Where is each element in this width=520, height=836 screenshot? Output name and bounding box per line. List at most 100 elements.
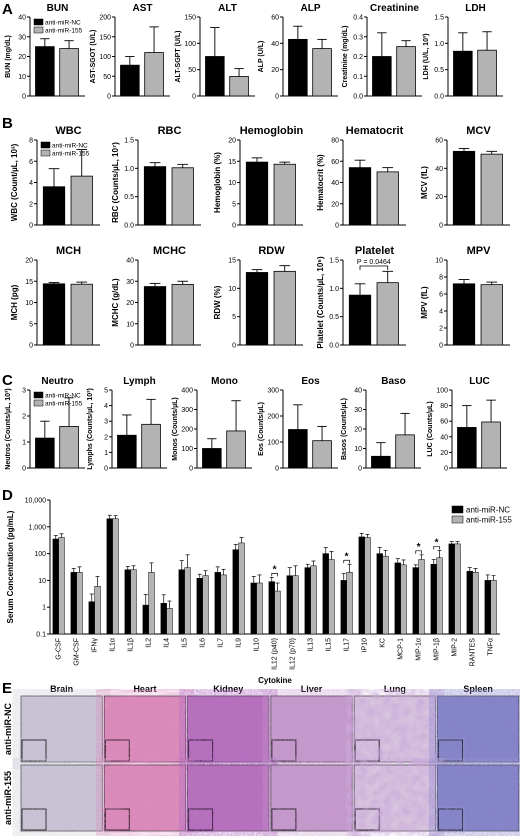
y-axis-label: Serum Concentration (pg/mL) [6, 510, 15, 623]
x-tick-label: G-CSF [55, 638, 62, 660]
y-tick-label: 150 [99, 34, 111, 41]
x-tick-label: IL4 [163, 638, 170, 648]
legend-label: anti-miR-155 [466, 516, 512, 525]
bar-nc [250, 582, 257, 635]
y-tick-label: 0 [275, 94, 279, 101]
panel-label-e: E [2, 680, 12, 697]
x-axis-label: Cytokine [258, 676, 292, 685]
histology-image-spleen [437, 764, 520, 832]
y-tick-label: 40 [440, 434, 448, 441]
y-tick-label: 1.5 [329, 258, 339, 265]
chart-hct: Hematocrit 0 20 40 60 80 Hematocrit (%) [316, 125, 406, 230]
y-tick-label: 5 [232, 201, 236, 208]
y-tick-label: 20 [228, 138, 236, 145]
y-tick-label: 1.0 [434, 41, 444, 48]
chart-title: RDW [258, 245, 285, 257]
y-tick-label: 0.4 [353, 15, 363, 22]
y-tick-label: 40 [331, 180, 339, 187]
bar-nc [268, 581, 275, 635]
bar-nc [484, 580, 491, 635]
y-axis-label: RBC (Counts/µL, 10⁷) [111, 142, 120, 223]
histology-row-label: anti-miR-NC [3, 703, 13, 755]
x-tick-label: IL12 (p40) [271, 638, 278, 670]
x-tick-label: MIP-2 [451, 638, 458, 657]
y-tick-label: 8 [29, 138, 33, 145]
x-tick-label: KC [379, 638, 386, 648]
legend-swatch [40, 141, 51, 149]
bar-m155 [436, 557, 443, 635]
significance-mark: * [417, 542, 421, 553]
bar-nc [232, 549, 239, 635]
bar-m155 [144, 52, 164, 97]
bar-m155 [454, 543, 461, 635]
bar-m155 [274, 590, 281, 635]
x-tick-label: IL7 [217, 638, 224, 648]
chart-neutro: Neutro 0 1 2 3 Neutros (Counts/µL, 10³) anti-m… [5, 376, 85, 473]
y-tick-label: 50 [103, 74, 111, 81]
y-tick-label: 200 [181, 427, 193, 434]
histology-column-label: Spleen [463, 684, 493, 694]
y-tick-label: 10 [228, 180, 236, 187]
histology-inset [438, 808, 463, 831]
chart-baso: Baso 0 10 20 30 40 Basos (Counts/µL) [341, 376, 421, 473]
y-tick-label: 20 [18, 54, 26, 61]
y-tick-label: 100 [34, 551, 46, 558]
y-tick-label: 1.0 [124, 166, 134, 173]
chart-mchc: MCHC 0 10 20 30 40 MCHC (g/dL) [111, 245, 201, 350]
bar-nc [143, 286, 167, 346]
panel-label-b: B [2, 115, 13, 132]
histology-image-lung [353, 695, 436, 763]
y-axis-label: LUC (Counts/µL) [427, 401, 434, 456]
chart-title: MPV [467, 245, 492, 257]
bar-m155 [141, 423, 161, 469]
chart-ast: AST 0 50 100 150 200 AST-SGOT (U/L) [90, 3, 170, 101]
y-tick-label: 0.5 [434, 67, 444, 74]
bar-nc [466, 570, 473, 635]
legend-label: anti-miR-NC [45, 20, 81, 27]
y-tick-label: 2 [104, 434, 108, 441]
x-tick-label: IL17 [343, 638, 350, 652]
bar-m155 [226, 430, 246, 469]
bar-nc [340, 580, 347, 635]
chart-title: Platelet [355, 245, 394, 257]
y-tick-label: 40 [18, 15, 26, 22]
bar-m155 [171, 284, 194, 346]
y-tick-label: 50 [188, 67, 196, 74]
histology-inset [21, 739, 47, 762]
y-tick-label: 2 [439, 326, 443, 333]
y-axis-label: WBC (Count/µL, 10³) [10, 143, 19, 221]
y-tick-label: 100 [436, 388, 448, 395]
y-tick-label: 20 [354, 427, 362, 434]
bar-m155 [480, 284, 503, 346]
bar-m155 [94, 586, 101, 635]
y-tick-label: 5 [29, 321, 33, 328]
y-tick-label: 10 [435, 258, 443, 265]
bar-nc [286, 575, 293, 635]
y-axis-label: Creatinine (mg/dL) [342, 26, 349, 88]
legend-swatch [451, 505, 464, 514]
legend-label: anti-miR-155 [45, 401, 83, 408]
bar-m155 [400, 564, 407, 635]
bar-m155 [59, 48, 79, 97]
bar-m155 [292, 575, 299, 635]
y-tick-label: 0 [22, 94, 26, 101]
histology-column-label: Brain [50, 684, 73, 694]
histology-column-label: Kidney [213, 684, 243, 694]
y-axis-label: LDH (U/L, 10³) [423, 33, 430, 79]
bar-m155 [202, 575, 209, 635]
p-value-annotation: P = 0.0464 [357, 259, 391, 266]
significance-bracket [271, 572, 278, 577]
bar-nc [35, 46, 55, 97]
y-tick-label: 60 [440, 419, 448, 426]
bar-nc [42, 186, 66, 226]
bar-nc [202, 448, 222, 469]
bar-m155 [376, 171, 399, 226]
y-tick-label: 0.1 [36, 632, 46, 639]
bar-nc [214, 572, 221, 635]
chart-wbc: WBC 0 2 4 6 8 WBC (Count/µL, 10³) anti-miR-NCan… [10, 125, 100, 230]
bar-nc [348, 294, 372, 346]
bar-nc [196, 578, 203, 635]
y-tick-label: 400 [181, 388, 193, 395]
